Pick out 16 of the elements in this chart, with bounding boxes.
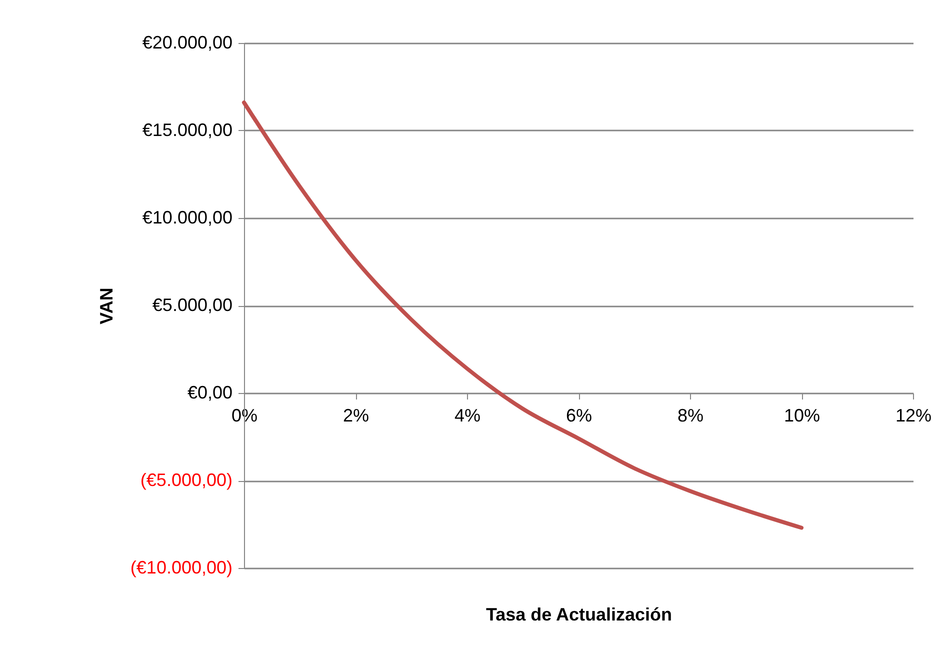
x-tick-label: 8% bbox=[677, 406, 704, 426]
y-tick-label: (€5.000,00) bbox=[140, 470, 232, 490]
y-tick-label: €10.000,00 bbox=[142, 208, 232, 228]
y-tick-label: €15.000,00 bbox=[142, 120, 232, 140]
x-tick-label: 10% bbox=[784, 406, 820, 426]
y-tick-label: €20.000,00 bbox=[142, 32, 232, 52]
x-tick-label: 2% bbox=[342, 406, 370, 426]
x-tick-label: 0% bbox=[231, 406, 258, 426]
y-tick-label: €5.000,00 bbox=[152, 295, 232, 315]
y-tick-label: (€10.000,00) bbox=[130, 558, 232, 578]
x-tick-label: 6% bbox=[566, 406, 592, 426]
x-axis-title: Tasa de Actualización bbox=[486, 604, 672, 624]
x-tick-label: 12% bbox=[895, 406, 932, 426]
y-axis-title: VAN bbox=[96, 288, 116, 324]
x-tick-label: 4% bbox=[454, 406, 481, 426]
y-tick-label: €0,00 bbox=[187, 382, 232, 402]
